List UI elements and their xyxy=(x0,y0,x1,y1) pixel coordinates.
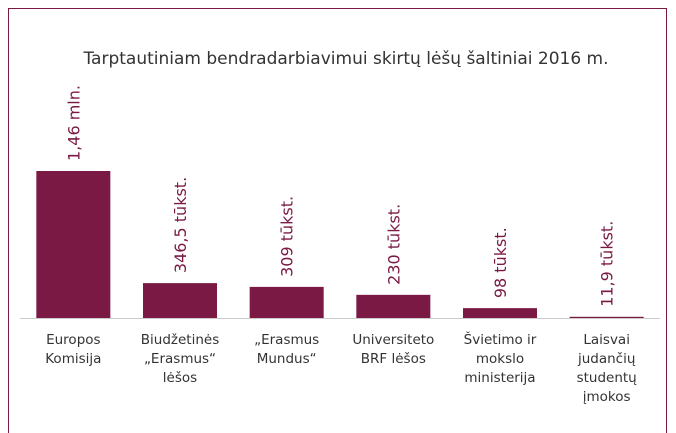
bar xyxy=(463,308,537,318)
bar xyxy=(36,171,111,318)
value-label: 309 tūkst. xyxy=(278,196,297,277)
x-tick-label: „Erasmus Mundus“ xyxy=(254,332,320,367)
x-tick-label: Biudžetinės „Erasmus“ lėšos xyxy=(140,332,220,386)
value-label: 230 tūkst. xyxy=(384,204,403,285)
bar xyxy=(569,316,644,318)
value-label: 98 tūkst. xyxy=(491,227,510,298)
bar xyxy=(143,283,217,318)
chart-title: Tarptautiniam bendradarbiavimui skirtų l… xyxy=(82,49,608,69)
value-label: 346,5 tūkst. xyxy=(171,177,190,273)
frame xyxy=(8,8,667,433)
x-tick-label: Švietimo ir mokslo ministerija xyxy=(463,332,537,386)
bar xyxy=(356,294,431,318)
value-label: 1,46 mln. xyxy=(64,85,83,161)
x-tick-label: Europos Komisija xyxy=(45,332,102,367)
x-tick-label: Universiteto BRF lėšos xyxy=(352,332,435,367)
bar xyxy=(249,286,324,318)
value-label: 11,9 tūkst. xyxy=(598,221,617,307)
x-tick-label: Laisvai judančių studentų įmokos xyxy=(576,332,637,405)
